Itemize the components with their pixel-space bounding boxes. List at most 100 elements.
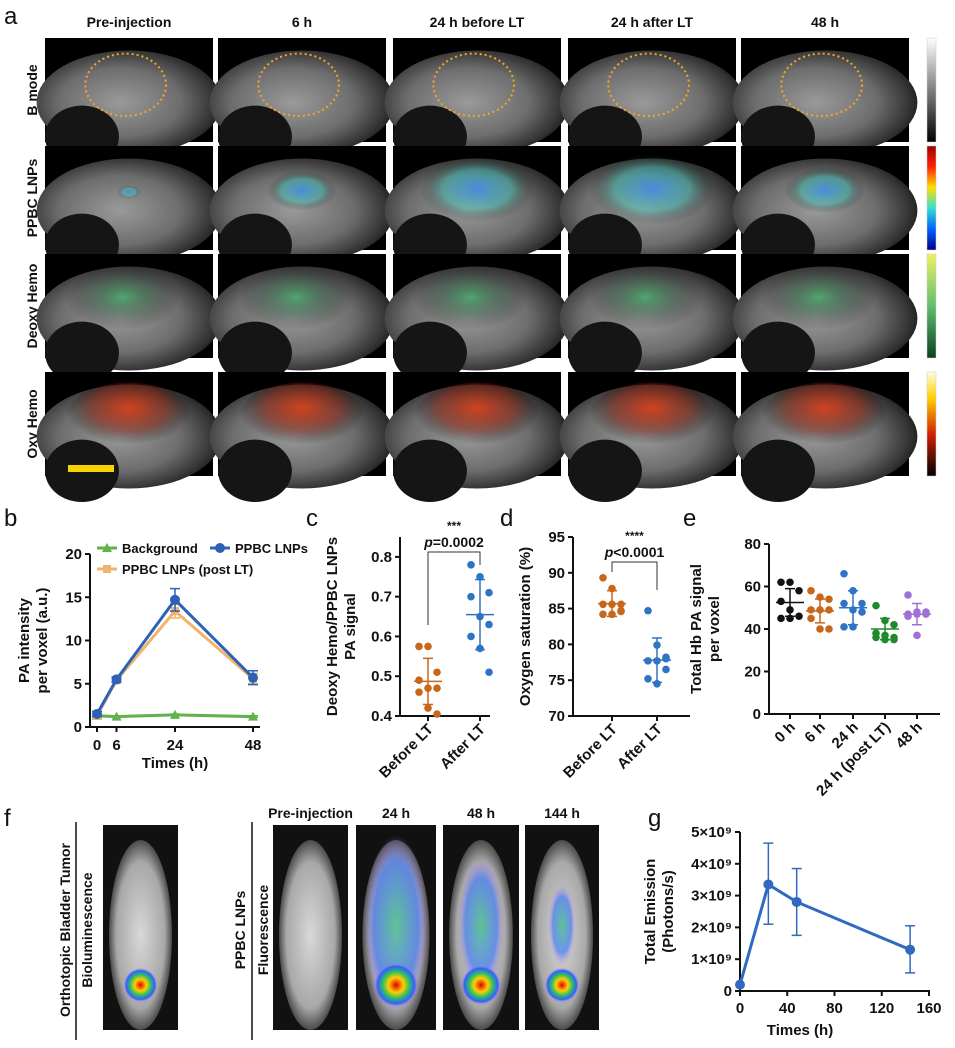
- signal-overlay: [588, 382, 716, 456]
- column-header: Pre-injection: [87, 14, 172, 30]
- data-point: [890, 635, 898, 644]
- signal-overlay: [413, 264, 541, 338]
- x-tick-label: Before LT: [376, 721, 437, 782]
- y-axis-label: per voxel: [706, 596, 723, 662]
- data-point: [816, 625, 824, 633]
- dark-region: [393, 439, 467, 502]
- data-point: [644, 674, 652, 683]
- y-tick-label: 0.7: [371, 589, 392, 606]
- fluorescence-hotspot: [374, 963, 418, 1007]
- colorbar-gray: [926, 37, 937, 143]
- x-axis-label: Times (h): [142, 755, 208, 772]
- data-point: [617, 607, 625, 616]
- fluorescence-hotspot: [461, 965, 501, 1005]
- data-point: [433, 668, 441, 677]
- y-axis-label: per voxel (a.u.): [34, 588, 51, 694]
- x-tick-label: 40: [779, 1000, 796, 1017]
- data-point: [424, 642, 432, 651]
- data-point: [415, 642, 423, 651]
- y-axis-label: PA intensity: [16, 597, 33, 683]
- y-tick-label: 40: [744, 621, 761, 638]
- y-tick-label: 80: [744, 536, 761, 553]
- y-tick-label: 2×10⁹: [691, 919, 732, 936]
- y-tick-label: 0: [724, 983, 732, 1000]
- p-value-text: =0.0002: [433, 534, 484, 550]
- fluorescence-signal: [548, 884, 576, 966]
- row-label: PPBC LNPs: [24, 159, 40, 238]
- data-point: [433, 710, 441, 718]
- x-tick-label: 48 h: [893, 719, 926, 752]
- legend-marker: [102, 543, 112, 552]
- colorbar-yellow-green: [926, 253, 937, 359]
- data-point: [904, 591, 912, 599]
- data-point: [795, 612, 803, 621]
- tumor-outline: [432, 52, 515, 118]
- data-point: [905, 944, 916, 955]
- column-header: 48 h: [811, 14, 839, 30]
- significance-bracket: [611, 561, 658, 590]
- dark-region: [568, 439, 642, 502]
- data-point: [248, 672, 258, 683]
- x-tick-label: 0: [736, 1000, 744, 1017]
- data-point: [662, 654, 670, 663]
- data-point: [248, 711, 258, 721]
- x-tick-label: 6 h: [801, 719, 828, 746]
- tumor-outline: [257, 52, 340, 118]
- p-value: p=0.0002: [423, 534, 484, 550]
- tumor-outline: [607, 52, 690, 118]
- data-point: [467, 592, 475, 601]
- y-tick-label: 0.5: [371, 668, 392, 685]
- tumor-outline: [84, 52, 167, 118]
- data-point: [795, 586, 803, 595]
- significance-stars: ****: [625, 529, 644, 543]
- signal-overlay: [761, 264, 889, 338]
- panel-label-a: a: [4, 3, 18, 30]
- data-point: [735, 979, 745, 990]
- data-point: [791, 896, 802, 907]
- x-tick-label: After LT: [437, 721, 489, 773]
- series-line: [738, 882, 911, 986]
- y-tick-label: 15: [65, 589, 82, 606]
- y-tick-label: 95: [548, 529, 565, 546]
- y-tick-label: 0.6: [371, 628, 392, 645]
- column-header: 24 h: [382, 805, 410, 821]
- x-tick-label: 0 h: [771, 719, 798, 746]
- x-tick-label: Before LT: [560, 721, 621, 782]
- fluorescence-signal: [458, 857, 504, 993]
- y-axis-label: Oxygen saturation (%): [517, 547, 534, 706]
- series-line: [96, 713, 254, 719]
- vertical-label: PPBC LNPs: [232, 891, 248, 970]
- y-axis-label: (Photons/s): [660, 870, 677, 953]
- y-tick-label: 20: [65, 546, 82, 563]
- data-point: [825, 606, 833, 614]
- column-header: 48 h: [467, 805, 495, 821]
- signal-overlay: [65, 382, 193, 456]
- y-tick-label: 4×10⁹: [691, 856, 732, 873]
- y-tick-label: 20: [744, 664, 761, 681]
- data-point: [777, 614, 785, 623]
- y-tick-label: 75: [548, 672, 565, 689]
- signal-overlay: [761, 382, 889, 456]
- y-tick-label: 5×10⁹: [691, 824, 732, 841]
- data-point: [858, 599, 866, 608]
- x-tick-label: 24: [167, 737, 184, 754]
- significance-bracket: [427, 551, 481, 625]
- data-point: [840, 623, 848, 631]
- data-point: [92, 709, 102, 720]
- column-header: Pre-injection: [268, 805, 353, 821]
- row-label: Deoxy Hemo: [24, 264, 40, 349]
- panel-label-g: g: [648, 805, 661, 832]
- x-tick-label: After LT: [614, 721, 666, 773]
- data-point: [840, 569, 848, 578]
- signal-overlay: [413, 382, 541, 456]
- y-axis-label: Total Hb PA signal: [688, 564, 705, 694]
- data-point: [599, 574, 607, 582]
- signal-overlay: [588, 264, 716, 338]
- data-point: [467, 632, 475, 641]
- legend-marker: [215, 543, 225, 553]
- signal-overlay: [116, 185, 142, 201]
- legend-label: Background: [122, 541, 198, 556]
- dark-region: [218, 321, 292, 384]
- x-axis-label: Times (h): [767, 1022, 833, 1039]
